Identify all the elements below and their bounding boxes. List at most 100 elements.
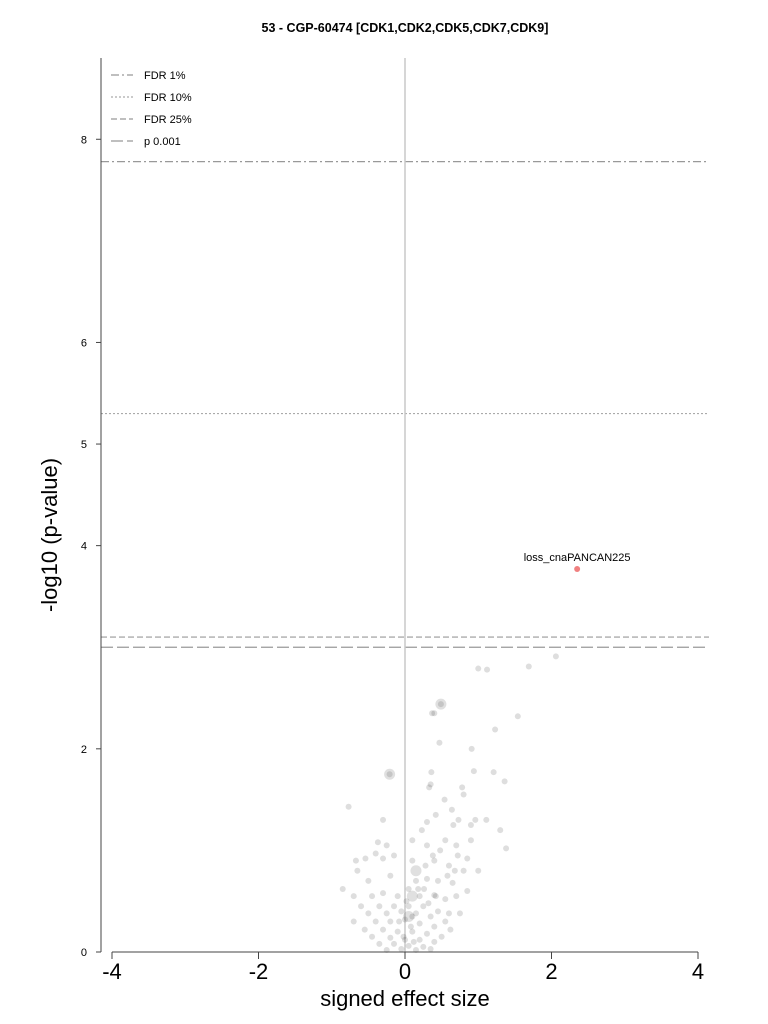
data-point [350,893,357,900]
data-point-large [435,698,447,710]
highlighted-point: loss_cnaPANCAN225 [524,552,631,573]
legend-label-0: FDR 1% [144,70,186,82]
data-point [409,837,416,844]
data-point [434,908,441,915]
legend-label-1: FDR 10% [144,92,192,104]
data-point [426,784,433,791]
data-point [442,896,449,903]
data-point [391,903,398,910]
data-point [418,827,425,834]
data-point [423,842,430,849]
data-point [380,855,387,862]
data-point [380,890,387,897]
highlight-label: loss_cnaPANCAN225 [524,552,631,564]
data-point [409,913,416,920]
data-point [464,888,471,895]
data-point [398,908,405,915]
data-point [475,867,482,874]
data-point [400,933,407,940]
data-point [383,946,390,953]
data-point [387,918,394,925]
data-point [460,791,467,798]
data-point [421,886,428,893]
data-point [449,879,456,886]
data-point [442,918,449,925]
data-point [467,822,474,829]
data-point [358,903,365,910]
data-point [497,827,504,834]
x-tick-label: -4 [102,959,122,984]
y-tick-label: 5 [81,439,87,451]
data-point [432,893,439,900]
data-point [552,653,559,660]
data-point [501,778,508,785]
data-point [345,803,352,810]
data-point [453,893,460,900]
data-point [374,839,381,846]
data-point [431,892,438,899]
data-point [412,877,419,884]
data-point [455,816,462,823]
y-tick-label: 8 [81,134,87,146]
data-point [438,933,445,940]
data-point [422,862,429,869]
data-point [445,910,452,917]
data-point [416,936,423,943]
data-point [437,701,444,708]
data-point [405,942,412,949]
data-point [416,893,423,900]
data-point [429,710,436,717]
data-point [454,852,461,859]
data-point [361,926,368,933]
data-point [383,910,390,917]
data-point [492,726,499,733]
data-point [383,842,390,849]
data-point [429,852,436,859]
data-point [369,893,376,900]
data-point [431,923,438,930]
data-point [514,713,521,720]
data-point [448,806,455,813]
data-point [423,818,430,825]
data-point [464,855,471,862]
data-point [431,857,438,864]
data-point [450,822,457,829]
data-point [369,933,376,940]
data-point [387,872,394,879]
data-point [407,923,414,930]
data-point [525,663,532,670]
data-point [339,886,346,893]
data-point [380,926,387,933]
data-point [394,928,401,935]
data-point [365,910,372,917]
data-point [490,769,497,776]
data-point [427,913,434,920]
data-point [405,886,412,893]
data-point [362,855,369,862]
data-point [423,930,430,937]
data-point [444,872,451,879]
data-point [437,847,444,854]
data-point [434,877,441,884]
data-point [387,934,394,941]
data-point [423,875,430,882]
data-point [386,771,393,778]
data-point [409,857,416,864]
data-point [428,769,435,776]
data-point [427,945,434,952]
data-point [468,745,475,752]
data-point [472,816,479,823]
data-point [475,665,482,672]
data-point [432,811,439,818]
data-point [402,936,408,943]
data-point [484,666,491,673]
data-point-large [410,865,422,877]
highlight-point [574,566,581,573]
data-point [453,842,460,849]
data-point [405,903,412,910]
data-point [391,940,398,947]
data-point [354,867,361,874]
data-point [483,816,490,823]
data-point [412,910,419,917]
